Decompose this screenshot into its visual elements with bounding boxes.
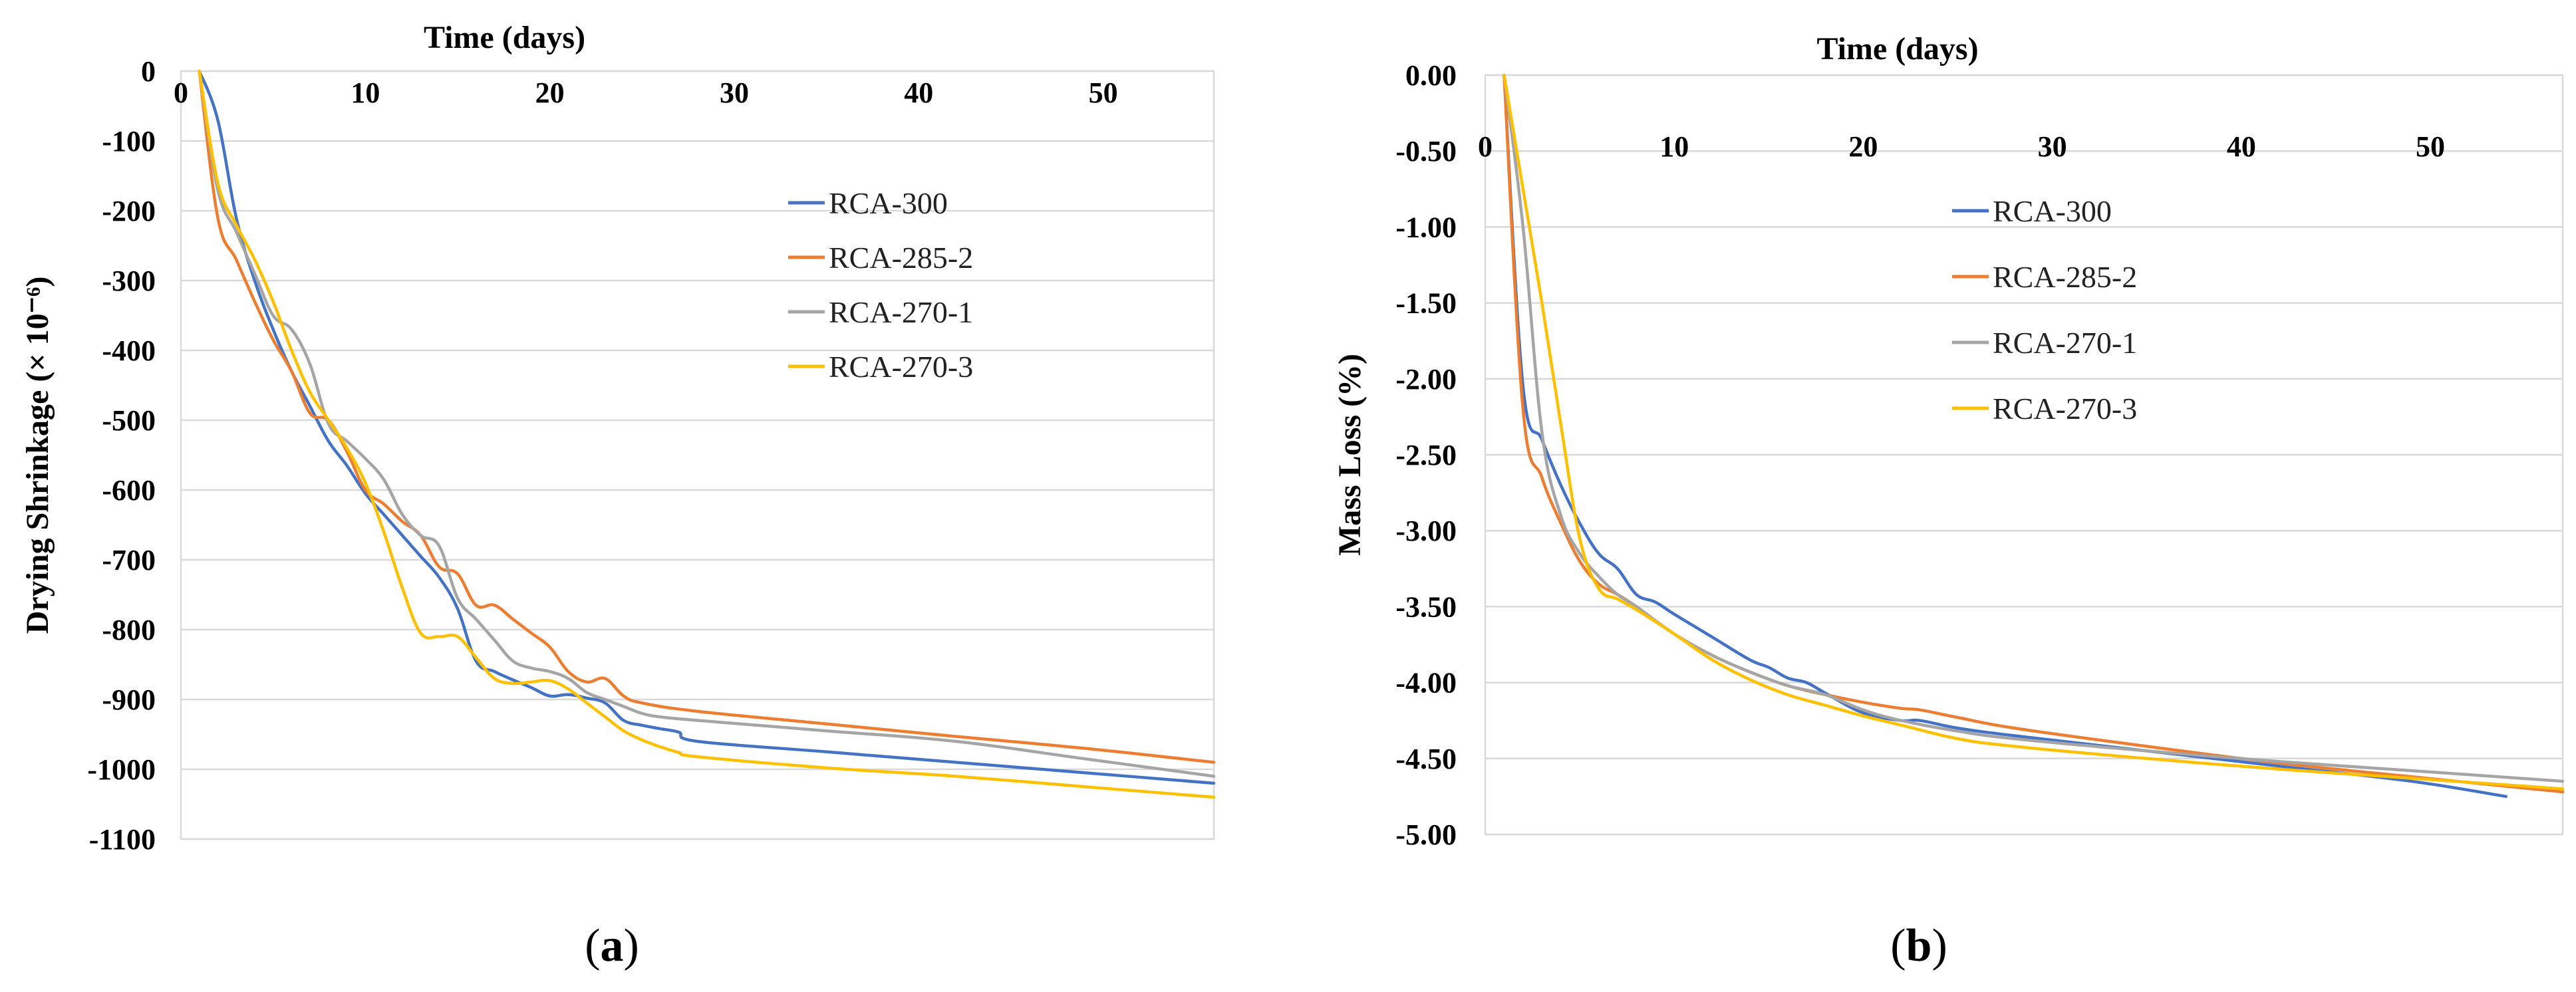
chart-b-legend-label-rca-270-3: RCA-270-3 — [1993, 392, 2137, 426]
chart-b-y-tick-label: -2.50 — [1395, 439, 1457, 471]
chart-b-x-tick-label: 40 — [2227, 130, 2256, 163]
chart-a-y-tick-label: -200 — [102, 195, 156, 227]
chart-b-panel-label: (b) — [1890, 920, 1947, 971]
chart-b-series-line-rca-285-2 — [1503, 73, 2565, 794]
chart-b-y-tick-label: -5.00 — [1395, 818, 1457, 851]
chart-b-x-tick-label: 0 — [1478, 130, 1493, 163]
chart-a-x-tick-label: 30 — [720, 76, 749, 109]
chart-b-x-tick-label: 50 — [2416, 130, 2445, 163]
chart-b-plot-frame — [1484, 74, 2564, 836]
chart-a-y-tick-label: -1100 — [89, 823, 156, 856]
chart-a-x-tick-label: 0 — [174, 76, 188, 109]
chart-b-x-tick-label: 30 — [2038, 130, 2067, 163]
chart-a-y-tick-label: 0 — [141, 55, 156, 88]
chart-b-y-tick-label: -4.50 — [1395, 743, 1457, 775]
chart-b-y-tick-label: -1.00 — [1395, 211, 1457, 243]
chart-a-plot-frame — [180, 70, 1215, 840]
chart-b-series-line-rca-270-3 — [1503, 73, 2565, 791]
chart-b-y-axis-title: Mass Loss (%) — [1332, 354, 1367, 556]
chart-b-legend-label-rca-300: RCA-300 — [1993, 194, 2112, 228]
chart-a-x-axis-title: Time (days) — [424, 20, 585, 55]
chart-a-series-line-rca-270-3 — [198, 69, 1216, 799]
chart-b-mass-loss: 0.00 -0.50 -1.00 -1.50 -2.00 -2.50 -3.00 -3.50 -… — [1332, 31, 2565, 971]
chart-b-y-tick-label: -1.50 — [1395, 287, 1457, 320]
chart-b-y-tick-label: -0.50 — [1395, 135, 1457, 168]
chart-a-legend-label-rca-270-1: RCA-270-1 — [829, 295, 973, 329]
chart-b-y-tick-label: -2.00 — [1395, 363, 1457, 396]
chart-b-legend-label-rca-270-1: RCA-270-1 — [1993, 326, 2137, 360]
chart-b-x-tick-label: 20 — [1848, 130, 1878, 163]
chart-b-series-line-rca-300 — [1503, 73, 2507, 799]
chart-a-y-tick-label: -800 — [102, 614, 156, 646]
chart-b-y-tick-label: -3.50 — [1395, 590, 1457, 623]
chart-b-y-tick-label: 0.00 — [1405, 59, 1457, 92]
chart-a-series-line-rca-285-2 — [198, 69, 1216, 764]
chart-a-y-tick-label: -600 — [102, 474, 156, 507]
chart-a-y-tick-label: -100 — [102, 125, 156, 158]
chart-a-x-tick-label: 20 — [535, 76, 565, 109]
chart-b-x-tick-label: 10 — [1659, 130, 1689, 163]
chart-a-y-tick-label: -1000 — [87, 753, 156, 786]
chart-b-x-axis-title: Time (days) — [1816, 31, 1978, 66]
chart-a-series-line-rca-270-1 — [198, 69, 1216, 778]
chart-b-y-tick-label: -3.00 — [1395, 515, 1457, 547]
chart-a-x-tick-label: 50 — [1089, 76, 1118, 109]
chart-a-y-tick-label: -400 — [102, 334, 156, 367]
chart-a-y-axis-title: Drying Shrinkage (× 10⁻⁶) — [20, 277, 55, 634]
chart-a-y-tick-label: -700 — [102, 544, 156, 576]
chart-b-series-line-rca-270-1 — [1503, 73, 2565, 783]
chart-a-y-tick-label: -500 — [102, 404, 156, 437]
chart-a-series-line-rca-300 — [198, 69, 1216, 785]
chart-a-legend-label-rca-285-2: RCA-285-2 — [829, 241, 973, 275]
chart-a-x-tick-label: 40 — [904, 76, 933, 109]
chart-a-x-tick-label: 10 — [351, 76, 380, 109]
chart-a-y-tick-label: -300 — [102, 265, 156, 297]
chart-b-legend-label-rca-285-2: RCA-285-2 — [1993, 260, 2137, 294]
chart-a-panel-label: (a) — [585, 920, 639, 971]
chart-a-drying-shrinkage: 0 -100 -200 -300 -400 -500 -600 -700 -800 -900 -10… — [20, 20, 1216, 971]
chart-a-y-tick-label: -900 — [102, 683, 156, 716]
chart-a-legend-label-rca-270-3: RCA-270-3 — [829, 350, 973, 384]
chart-b-y-tick-label: -4.00 — [1395, 667, 1457, 699]
chart-a-legend-label-rca-300: RCA-300 — [829, 186, 948, 220]
